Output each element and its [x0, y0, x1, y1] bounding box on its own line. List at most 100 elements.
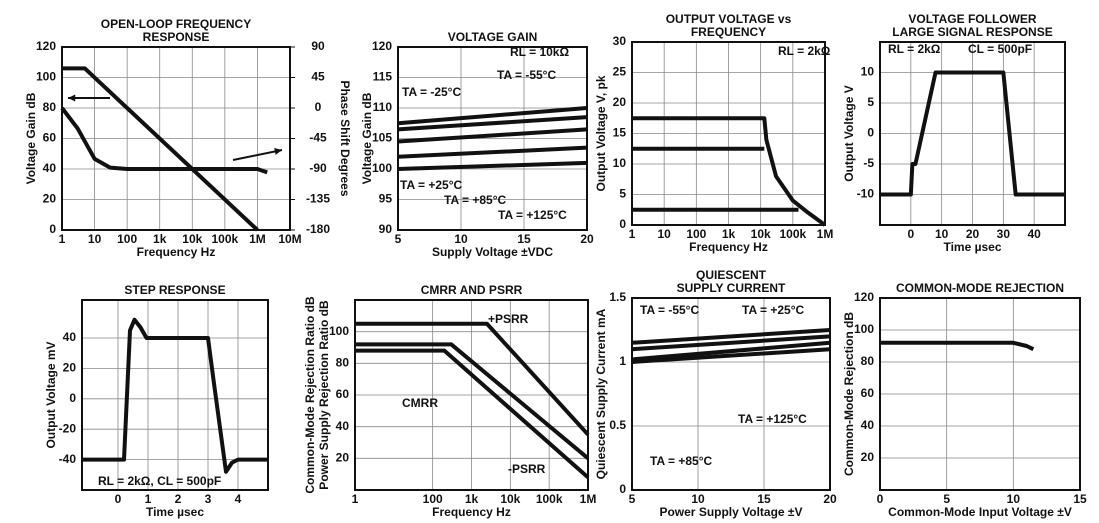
y-tick-label: 100 [36, 70, 56, 84]
chart-title: OUTPUT VOLTAGE vs [666, 12, 792, 26]
y-axis-label: Output Voltage V [842, 85, 856, 181]
series-label: CMRR [402, 396, 438, 410]
data-line [355, 321, 590, 436]
data-line [397, 160, 588, 171]
y-tick-label: -5 [863, 156, 874, 170]
y2-tick-label: 0 [315, 100, 322, 114]
x-tick-label: 1M [817, 227, 834, 241]
y-axis-label: Common-Mode Rejection dB [842, 312, 856, 476]
y-tick-label: 60 [336, 387, 350, 401]
y-tick-label: 30 [613, 34, 627, 48]
arrow-head [274, 148, 282, 155]
y-tick-label: 110 [373, 100, 393, 114]
y-axis-label: Voltage Gain dB [360, 92, 374, 184]
y-tick-label: 80 [336, 356, 350, 370]
x-tick-label: 15 [1073, 492, 1087, 506]
x-tick-label: 1 [352, 492, 359, 506]
x-axis-label: Time µsec [943, 240, 1001, 254]
x-tick-label: 30 [997, 227, 1011, 241]
chart-title: LARGE SIGNAL RESPONSE [892, 25, 1052, 39]
chart-title: VOLTAGE GAIN [448, 30, 538, 44]
x-tick-label: 1 [629, 227, 636, 241]
x-tick-label: 10 [691, 492, 705, 506]
data-line [355, 348, 590, 479]
x-tick-label: 10 [88, 232, 102, 246]
chart-title: COMMON-MODE REJECTION [896, 281, 1064, 295]
y-tick-label: -40 [59, 452, 77, 466]
y-tick-label: 20 [861, 450, 875, 464]
annotation: RL = 10kΩ [510, 45, 569, 59]
x-axis-label: Frequency Hz [137, 245, 216, 259]
y-tick-label: 40 [43, 161, 57, 175]
y-axis-label: Voltage Gain dB [24, 92, 38, 184]
chart-title: CMRR AND PSRR [421, 283, 523, 297]
y-tick-label: 40 [861, 418, 875, 432]
data-line [397, 115, 588, 132]
y-tick-label: 60 [861, 386, 875, 400]
y-tick-label: 20 [336, 451, 350, 465]
y-tick-label: 95 [379, 192, 393, 206]
y-tick-label: 25 [613, 65, 627, 79]
y2-tick-label: -180 [306, 222, 330, 236]
chart-title: QUIESCENT [696, 268, 767, 282]
y2-tick-label: 90 [311, 39, 325, 53]
y-tick-label: 120 [854, 290, 874, 304]
x-axis-label: Common-Mode Input Voltage ±V [888, 505, 1072, 519]
annotation: RL = 2kΩ [778, 44, 831, 58]
x-tick-label: 10k [182, 232, 202, 246]
chart-title: SUPPLY CURRENT [677, 281, 786, 295]
y2-tick-label: -45 [309, 131, 327, 145]
plot-frame [631, 297, 831, 491]
x-tick-label: 2 [175, 492, 182, 506]
y-tick-label: 115 [373, 70, 393, 84]
x-tick-label: 1k [153, 232, 167, 246]
chart-title: OPEN-LOOP FREQUENCY [101, 17, 251, 31]
data-line [397, 127, 588, 144]
x-tick-label: 5 [629, 492, 636, 506]
y-tick-label: -10 [857, 187, 875, 201]
plot-frame [631, 41, 826, 226]
x-tick-label: 100k [779, 227, 806, 241]
data-line [397, 106, 588, 126]
y2-axis-label: Phase Shift Degrees [338, 80, 352, 196]
x-axis-label: Supply Voltage ±VDC [432, 245, 553, 259]
x-tick-label: 3 [205, 492, 212, 506]
plot-frame [354, 299, 589, 491]
data-line [82, 317, 268, 474]
y-tick-label: 80 [43, 100, 57, 114]
x-axis-label: Power Supply Voltage ±V [659, 505, 802, 519]
y-tick-label: 0 [69, 391, 76, 405]
y-axis-label: Common-Mode Rejection Ratio dB [303, 296, 317, 494]
x-axis-label: Frequency Hz [689, 240, 768, 254]
data-line [355, 342, 590, 460]
data-line [60, 106, 268, 175]
arrow [232, 149, 283, 161]
y-tick-label: 60 [43, 131, 57, 145]
x-tick-label: 1M [249, 232, 266, 246]
series-label: TA = -55°C [497, 68, 556, 82]
x-axis-label: Time µsec [146, 505, 204, 519]
y-tick-label: 5 [619, 187, 626, 201]
x-tick-label: 0 [907, 227, 914, 241]
x-tick-label: 20 [966, 227, 980, 241]
series-label: TA = +125°C [738, 412, 807, 426]
chart-title: STEP RESPONSE [124, 283, 225, 297]
y-tick-label: 0 [49, 222, 56, 236]
x-tick-label: 1 [59, 232, 66, 246]
x-tick-label: 5 [943, 492, 950, 506]
x-tick-label: 100k [536, 492, 563, 506]
series-label: +PSRR [488, 312, 529, 326]
data-line [632, 116, 827, 227]
y-tick-label: 120 [372, 39, 392, 53]
y-tick-label: 100 [854, 322, 874, 336]
x-tick-label: 100 [117, 232, 137, 246]
y-axis-label: Quiescent Supply Current mA [594, 308, 608, 479]
annotation: CL = 500pF [968, 42, 1032, 56]
series-label: -PSRR [508, 462, 546, 476]
x-tick-label: 4 [235, 492, 242, 506]
y-tick-label: 20 [43, 192, 57, 206]
y-tick-label: 0 [867, 126, 874, 140]
data-line [631, 340, 831, 362]
series-label: TA = +125°C [498, 208, 567, 222]
